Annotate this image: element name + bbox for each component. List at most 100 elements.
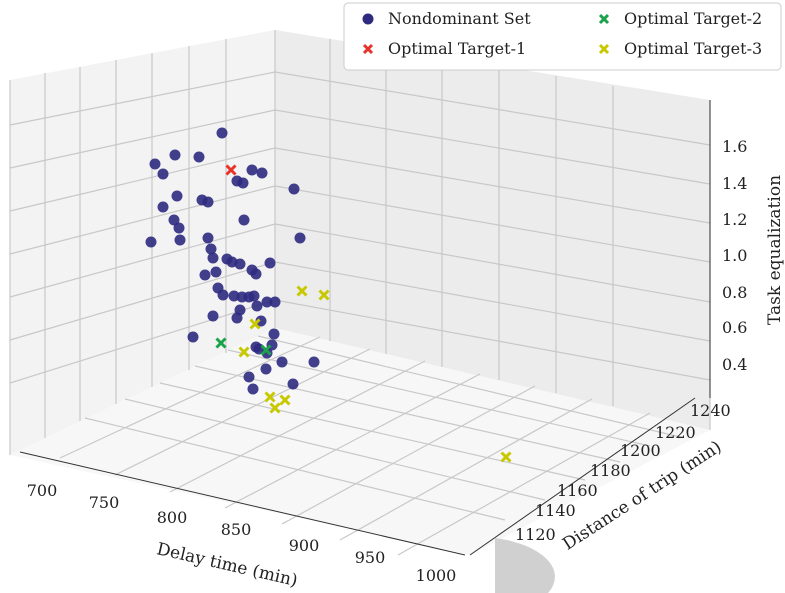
optimal-target-marker — [260, 344, 272, 356]
z-tick-label: 1.2 — [722, 210, 747, 229]
scatter-point — [157, 168, 169, 180]
scatter-point — [243, 371, 255, 383]
scatter-point — [247, 383, 259, 395]
x-axis-label: Delay time (min) — [155, 539, 300, 591]
scatter-point — [250, 268, 262, 280]
x-tick-label: 900 — [289, 536, 320, 555]
legend-label: Nondominant Set — [388, 9, 531, 28]
z-tick-label: 0.8 — [722, 283, 747, 302]
scatter-point — [276, 356, 288, 368]
x-tick-labels: 700 750 800 850 900 950 1000 — [27, 481, 457, 585]
scatter-point — [199, 269, 211, 281]
optimal-target-marker — [318, 289, 330, 301]
scatter-point — [217, 289, 229, 301]
scatter-point — [210, 266, 222, 278]
scatter-point — [250, 341, 262, 353]
legend: Nondominant Set Optimal Target-1 Optimal T… — [343, 2, 782, 71]
grid — [9, 30, 711, 556]
scatter-point — [173, 222, 185, 234]
optimal-target-marker — [238, 346, 250, 358]
scatter-point — [157, 201, 169, 213]
scatter-point — [268, 328, 280, 340]
legend-marker-x — [362, 43, 374, 55]
scatter-point — [168, 214, 180, 226]
scatter-point — [207, 252, 219, 264]
optimal-target-marker — [269, 402, 281, 414]
scatter-point — [255, 315, 267, 327]
scatter-point — [193, 151, 205, 163]
legend-item: Optimal Target-3 — [598, 39, 762, 58]
scatter-point — [171, 190, 183, 202]
optimal-target-marker — [264, 391, 276, 403]
scatter-point — [248, 290, 260, 302]
x-tick-label: 950 — [355, 548, 386, 567]
scatter-point — [169, 149, 181, 161]
scatter-point — [246, 164, 258, 176]
y-tick-label: 1200 — [620, 441, 661, 460]
x-tick-label: 750 — [89, 493, 120, 512]
scatter-point — [216, 127, 228, 139]
y-tick-label: 1120 — [515, 525, 556, 544]
scatter-point — [231, 312, 243, 324]
optimal-target-marker — [215, 337, 227, 349]
x-tick-label: 1000 — [416, 566, 457, 585]
y-tick-label: 1180 — [590, 461, 631, 480]
scatter-point — [234, 258, 246, 270]
x-tick-label: 850 — [221, 520, 252, 539]
z-tick-label: 0.6 — [722, 318, 747, 337]
legend-marker-x — [598, 13, 610, 25]
background-shape — [495, 538, 555, 593]
scatter-point — [288, 183, 300, 195]
optimal-target-marker — [225, 164, 237, 176]
legend-item: Nondominant Set — [362, 9, 531, 28]
scatter-point — [294, 232, 306, 244]
scatter-point — [261, 296, 273, 308]
y-tick-label: 1140 — [535, 501, 576, 520]
legend-item: Optimal Target-1 — [362, 39, 526, 58]
z-tick-label: 0.4 — [722, 355, 747, 374]
optimal-target-marker — [279, 394, 291, 406]
scatter-point — [187, 331, 199, 343]
z-tick-label: 1.4 — [722, 174, 747, 193]
legend-label: Optimal Target-2 — [624, 9, 762, 28]
floor-pane — [10, 328, 710, 555]
legend-item: Optimal Target-2 — [598, 9, 762, 28]
legend-marker-x — [598, 43, 610, 55]
scatter-point — [256, 167, 268, 179]
scatter-point — [269, 296, 281, 308]
x-tick-label: 800 — [157, 508, 188, 527]
y-tick-label: 1160 — [557, 481, 598, 500]
left-pane — [10, 30, 275, 455]
scatter-point — [174, 234, 186, 246]
z-tick-label: 1.6 — [722, 137, 747, 156]
scatter-point — [238, 214, 250, 226]
scatter-point — [260, 363, 272, 375]
z-axis-label: Task equalization — [765, 175, 785, 325]
axes-lines — [19, 100, 711, 556]
back-pane — [275, 30, 710, 430]
z-tick-labels: 0.4 0.6 0.8 1.0 1.2 1.4 1.6 — [722, 137, 747, 374]
legend-box — [343, 2, 782, 71]
optimal-target-marker — [500, 451, 512, 463]
scatter-point — [287, 378, 299, 390]
legend-marker-circle — [362, 13, 374, 25]
scatter-point — [308, 356, 320, 368]
y-tick-label: 1240 — [690, 401, 731, 420]
scatter-point — [264, 257, 276, 269]
scatter-point — [207, 310, 219, 322]
scatter-point — [202, 196, 214, 208]
scatter-point — [149, 158, 161, 170]
legend-label: Optimal Target-1 — [388, 39, 526, 58]
scatter-point — [205, 243, 217, 255]
optimal-target-marker — [249, 318, 261, 330]
x-tick-label: 700 — [27, 481, 58, 500]
scatter-point — [145, 236, 157, 248]
z-tick-label: 1.0 — [722, 246, 747, 265]
optimal-target-marker — [296, 285, 308, 297]
scatter-point — [251, 300, 263, 312]
scatter-point — [228, 290, 240, 302]
scatter-point — [237, 177, 249, 189]
data-marks — [145, 127, 512, 463]
legend-label: Optimal Target-3 — [624, 39, 762, 58]
